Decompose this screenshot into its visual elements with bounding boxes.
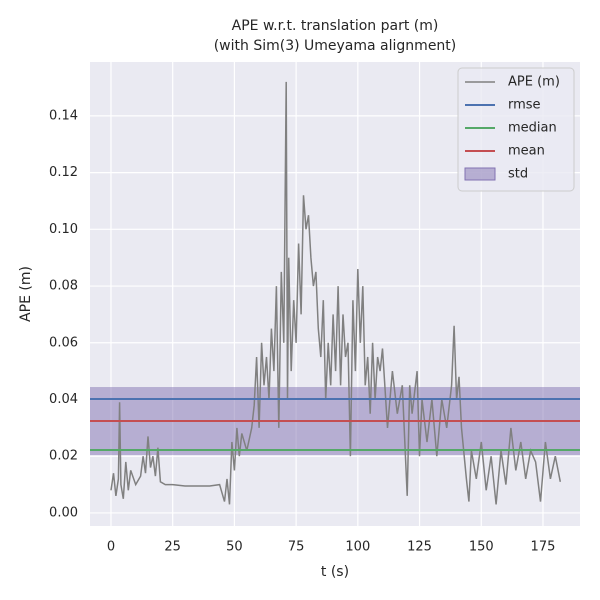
x-axis-label: t (s) (321, 564, 349, 580)
legend-box (457, 67, 575, 192)
y-tick-label: 0.08 (49, 279, 78, 294)
y-tick-label: 0.10 (49, 222, 78, 237)
y-tick-label: 0.02 (49, 449, 78, 464)
legend-label: APE (m) (508, 75, 560, 90)
x-tick-label: 100 (345, 540, 370, 555)
y-tick-label: 0.04 (49, 392, 78, 407)
ape-line (110, 81, 562, 505)
y-tick-label: 0.00 (49, 505, 78, 520)
y-axis-label: APE (m) (18, 266, 34, 322)
x-tick-label: 50 (226, 540, 243, 555)
x-tick-label: 75 (288, 540, 305, 555)
y-tick-label: 0.06 (49, 335, 78, 350)
x-tick-label: 125 (407, 540, 432, 555)
y-tick-label: 0.12 (49, 165, 78, 180)
y-tick-label: 0.14 (49, 108, 78, 123)
chart-subtitle: (with Sim(3) Umeyama alignment) (214, 38, 457, 54)
x-tick-label: 150 (469, 540, 494, 555)
legend-label: mean (508, 144, 545, 159)
legend-label: median (508, 121, 557, 136)
legend-label: rmse (508, 98, 541, 113)
chart-title: APE w.r.t. translation part (m) (232, 18, 439, 34)
x-tick-label: 0 (107, 540, 115, 555)
x-tick-label: 25 (164, 540, 181, 555)
legend-swatch (464, 167, 496, 181)
legend-label: std (508, 167, 528, 182)
x-tick-label: 175 (531, 540, 556, 555)
